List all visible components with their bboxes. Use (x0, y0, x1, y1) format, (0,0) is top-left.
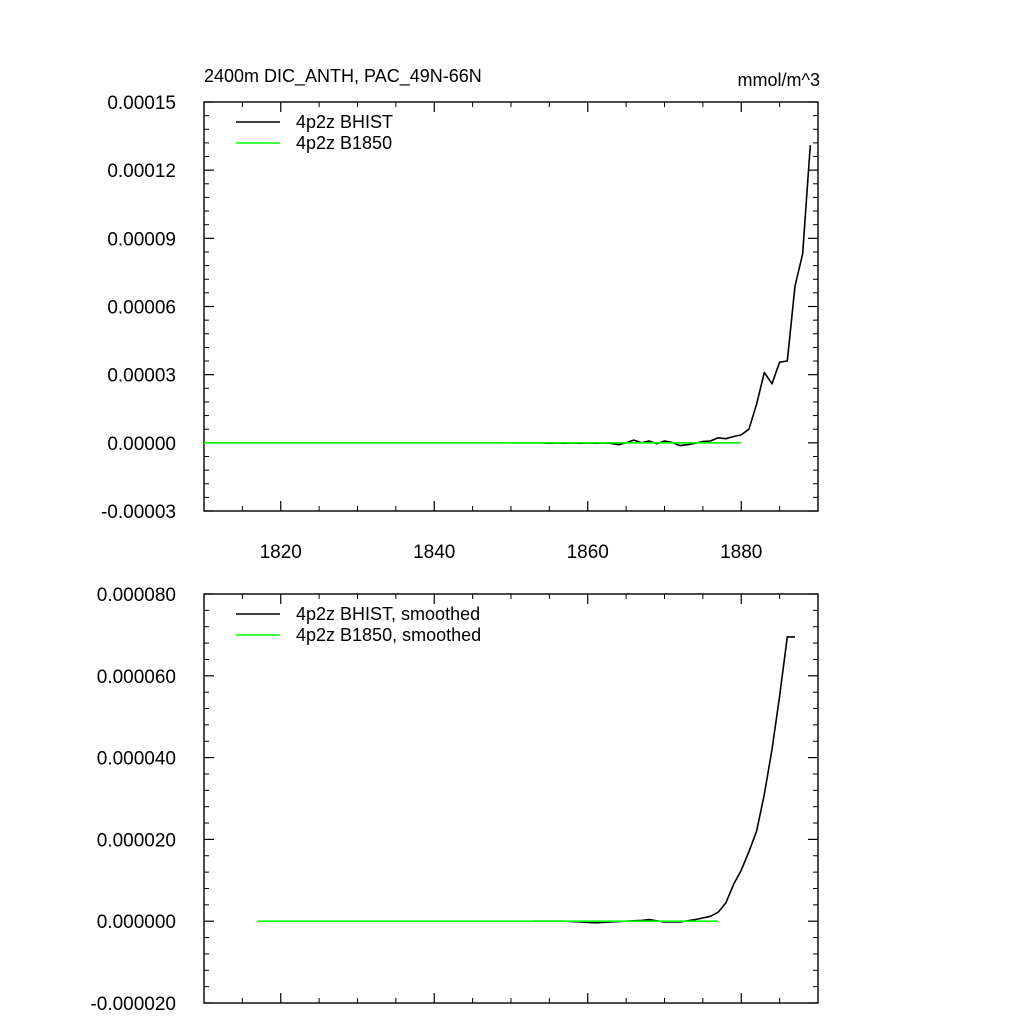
tick-layer (203, 593, 819, 1004)
y-tick-label: 0.00015 (107, 93, 176, 114)
top-panel: 2400m DIC_ANTH, PAC_49N-66N mmol/m^3 -0.… (101, 66, 820, 563)
y-tick-label: 0.000080 (97, 585, 176, 606)
x-tick-label: 1840 (413, 542, 455, 563)
y-tick-label: 0.000040 (97, 749, 176, 770)
y-tick-label: 0.000020 (97, 830, 176, 851)
bottom-panel: -0.000020 0.000000 0.000020 0.000040 0.00006… (90, 585, 819, 1015)
chart-title: 2400m DIC_ANTH, PAC_49N-66N (204, 66, 482, 87)
legend-label: 4p2z BHIST, smoothed (296, 604, 480, 624)
tick-label-layer: -0.000020 0.000000 0.000020 0.000040 0.00006… (90, 585, 176, 1015)
plot-frame (203, 593, 819, 1004)
tick-layer (203, 101, 819, 512)
x-tick-label: 1860 (567, 542, 609, 563)
units-label: mmol/m^3 (738, 70, 820, 90)
y-tick-label: 0.00009 (107, 229, 176, 250)
x-tick-label: 1880 (720, 542, 762, 563)
series-line-bhist (511, 145, 812, 447)
y-tick-label: 0.00012 (107, 161, 176, 182)
y-tick-label: -0.000020 (90, 994, 176, 1015)
plot-frame (203, 101, 819, 512)
y-tick-label: -0.00003 (101, 502, 176, 523)
tick-label-layer: -0.00003 0.00000 0.00003 0.00006 0.00009 0.00… (101, 93, 762, 563)
series-layer (204, 145, 812, 447)
y-tick-label: 0.00003 (107, 366, 176, 387)
y-tick-label: 0.00006 (107, 298, 176, 319)
series-layer (257, 636, 795, 924)
y-tick-label: 0.00000 (107, 434, 176, 455)
series-line-bhist (534, 636, 795, 924)
x-tick-label: 1820 (260, 542, 302, 563)
y-tick-label: 0.000060 (97, 667, 176, 688)
y-tick-label: 0.000000 (97, 912, 176, 933)
legend-label: 4p2z B1850 (296, 133, 392, 153)
legend-label: 4p2z BHIST (296, 112, 393, 132)
legend-label: 4p2z B1850, smoothed (296, 625, 481, 645)
